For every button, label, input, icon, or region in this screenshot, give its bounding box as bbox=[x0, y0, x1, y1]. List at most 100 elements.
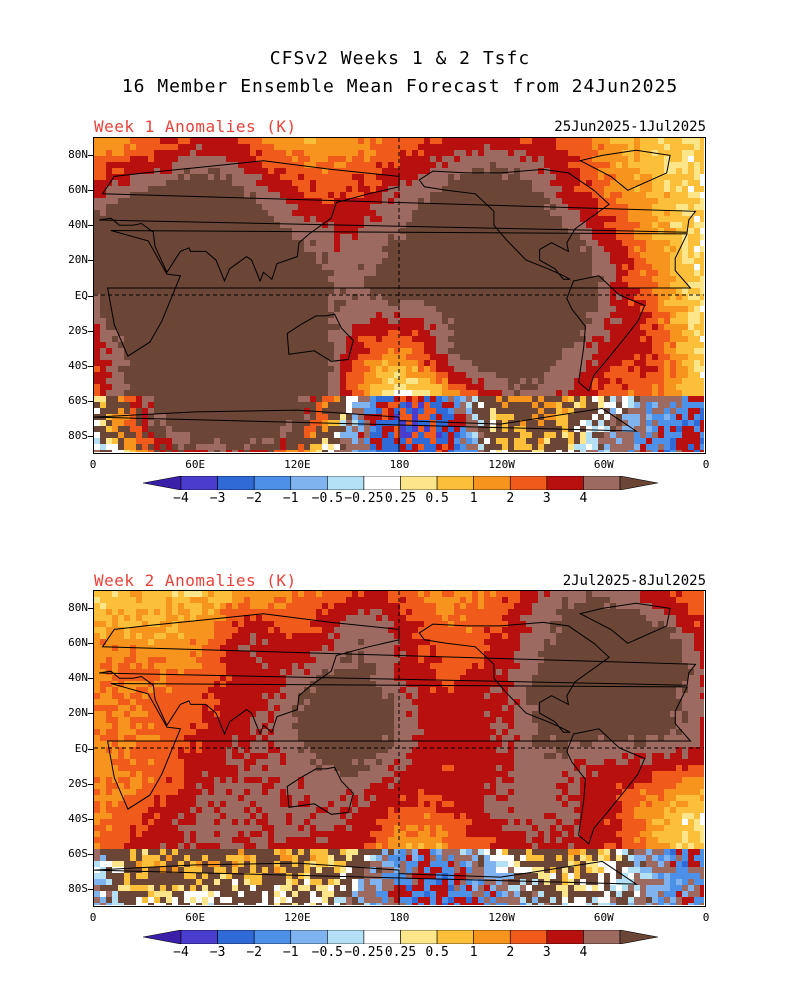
colorbar-swatch bbox=[546, 475, 584, 491]
colorbar-label: −0.25 bbox=[344, 491, 384, 506]
lat-tick bbox=[88, 642, 93, 644]
colorbar-label: −4 bbox=[173, 945, 189, 960]
lon-tick-label: 60W bbox=[593, 911, 614, 924]
lon-tick-label: 0 bbox=[89, 911, 97, 924]
panel1-map bbox=[93, 137, 706, 454]
lat-tick bbox=[88, 189, 93, 191]
colorbar-swatch bbox=[473, 475, 511, 491]
colorbar-swatch bbox=[583, 929, 621, 945]
colorbar-swatch bbox=[509, 929, 548, 945]
colorbar-swatch bbox=[546, 929, 584, 945]
colorbar-swatch bbox=[619, 929, 659, 945]
colorbar-swatch bbox=[583, 475, 621, 491]
colorbar-swatch bbox=[290, 929, 328, 945]
lat-tick-label: 20S bbox=[68, 323, 88, 337]
lat-tick-label: 40N bbox=[68, 671, 88, 685]
coastline bbox=[578, 602, 671, 644]
colorbar-swatches bbox=[142, 929, 659, 945]
colorbar-swatch bbox=[363, 929, 401, 945]
colorbar-label: −2 bbox=[246, 945, 262, 960]
coastline bbox=[578, 149, 671, 191]
colorbar-swatch bbox=[327, 929, 365, 945]
coastline bbox=[418, 168, 610, 280]
coastline bbox=[418, 621, 610, 733]
colorbar-label: −0.5 bbox=[311, 945, 343, 960]
lat-tick-label: EQ bbox=[74, 741, 88, 755]
colorbar-swatch bbox=[180, 475, 218, 491]
colorbar-swatch bbox=[436, 475, 474, 491]
colorbar-swatch bbox=[400, 475, 438, 491]
lon-tick-label: 60E bbox=[185, 911, 206, 924]
lon-tick-label: 0 bbox=[702, 458, 710, 471]
colorbar-swatch bbox=[436, 929, 474, 945]
colorbar-label: 0.5 bbox=[425, 491, 449, 506]
lat-tick bbox=[88, 365, 93, 367]
lon-tick-label: 0 bbox=[702, 911, 710, 924]
lat-tick bbox=[88, 260, 93, 262]
colorbar-swatch bbox=[217, 929, 255, 945]
colorbar-label: 1 bbox=[469, 945, 478, 960]
coastline bbox=[566, 728, 646, 845]
lat-tick bbox=[88, 713, 93, 715]
colorbar-swatch bbox=[509, 475, 548, 491]
lat-tick bbox=[88, 225, 93, 227]
lat-tick-label: 40S bbox=[68, 811, 88, 825]
lat-tick bbox=[88, 295, 93, 297]
panel1-dates: 25Jun2025-1Jul2025 bbox=[554, 119, 706, 135]
colorbar-label: 4 bbox=[579, 945, 588, 960]
figure-title-line2: 16 Member Ensemble Mean Forecast from 24… bbox=[121, 76, 679, 97]
anomaly-field bbox=[94, 138, 704, 452]
colorbar-swatch bbox=[400, 929, 438, 945]
figure-title-line1: CFSv2 Weeks 1 & 2 Tsfc bbox=[269, 48, 531, 69]
lat-tick-label: 80S bbox=[68, 882, 88, 896]
lat-tick bbox=[88, 783, 93, 785]
panel2-map bbox=[93, 590, 706, 907]
colorbar-label: −0.25 bbox=[344, 945, 384, 960]
colorbar-swatch bbox=[142, 929, 182, 945]
lat-tick bbox=[88, 436, 93, 438]
colorbar-label: 3 bbox=[542, 945, 551, 960]
lat-tick bbox=[88, 748, 93, 750]
colorbar-label: 0.5 bbox=[425, 945, 449, 960]
lon-tick-label: 180 bbox=[389, 458, 410, 471]
colorbar-label: −1 bbox=[282, 945, 299, 960]
colorbar-swatch bbox=[619, 475, 659, 491]
colorbar-swatch bbox=[253, 475, 292, 491]
colorbar-label: 3 bbox=[542, 491, 551, 506]
coastline bbox=[286, 766, 354, 815]
lon-tick-label: 120W bbox=[488, 911, 515, 924]
panel1-title: Week 1 Anomalies (K) bbox=[94, 117, 297, 136]
lat-tick bbox=[88, 854, 93, 856]
colorbar-label: 2 bbox=[506, 945, 515, 960]
colorbar-label: −0.5 bbox=[311, 491, 343, 506]
panel2-dates: 2Jul2025-8Jul2025 bbox=[562, 573, 706, 589]
lat-tick-label: 40S bbox=[68, 358, 88, 372]
coastline bbox=[107, 683, 692, 810]
colorbar-label: 0.25 bbox=[384, 491, 417, 506]
colorbar-label: 1 bbox=[469, 491, 478, 506]
colorbar-swatch bbox=[327, 475, 365, 491]
colorbar-label: −1 bbox=[282, 491, 299, 506]
colorbar-label: 0.25 bbox=[384, 945, 417, 960]
lat-tick-label: 60S bbox=[68, 394, 88, 408]
coastline bbox=[566, 275, 646, 392]
lon-tick-label: 60E bbox=[185, 458, 206, 471]
lat-tick-label: 20N bbox=[68, 253, 88, 267]
lon-tick-label: 180 bbox=[389, 911, 410, 924]
lat-tick bbox=[88, 607, 93, 609]
lat-tick-label: 60N bbox=[68, 182, 88, 196]
panel2-title: Week 2 Anomalies (K) bbox=[94, 571, 297, 590]
colorbar-swatch bbox=[290, 475, 328, 491]
lat-tick-label: 80N bbox=[68, 600, 88, 614]
colorbar-label: −3 bbox=[209, 945, 226, 960]
lat-tick bbox=[88, 401, 93, 403]
colorbar-swatch bbox=[473, 929, 511, 945]
lat-tick-label: EQ bbox=[74, 288, 88, 302]
lat-tick bbox=[88, 678, 93, 680]
lon-tick-label: 0 bbox=[89, 458, 97, 471]
anomaly-field bbox=[94, 591, 704, 905]
colorbar-label: 4 bbox=[579, 491, 588, 506]
colorbar-label: 2 bbox=[506, 491, 515, 506]
colorbar-label: −2 bbox=[246, 491, 262, 506]
lat-tick bbox=[88, 818, 93, 820]
